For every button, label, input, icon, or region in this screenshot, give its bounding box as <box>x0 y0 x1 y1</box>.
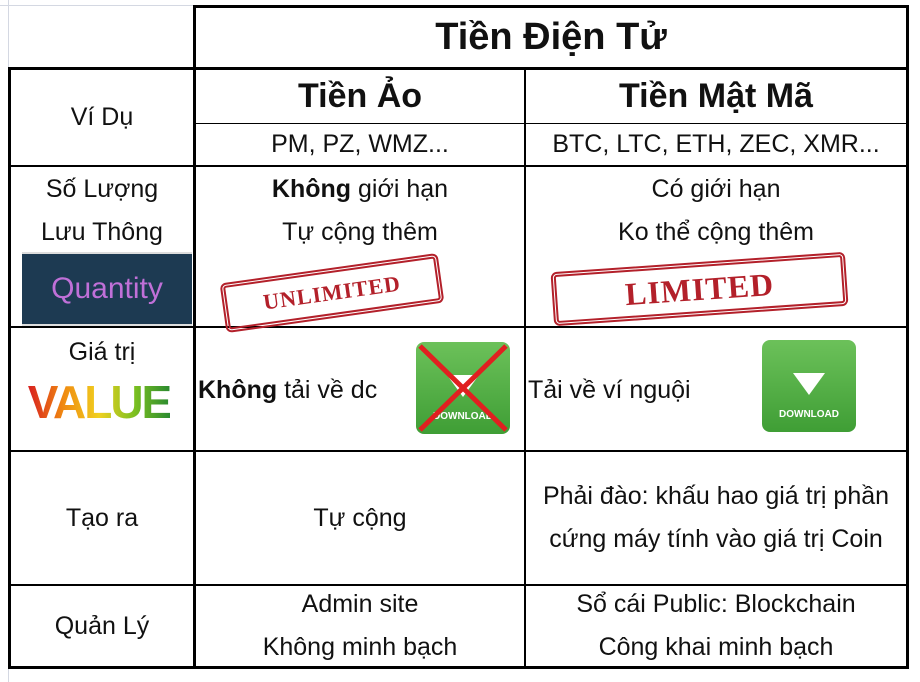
cell-supply-virtual: Không giới hạn Tự cộng thêm <box>196 168 524 256</box>
row-label-creation: Tạo ra <box>65 503 139 532</box>
cross-mark <box>418 344 508 432</box>
cell-example-crypto: BTC, LTC, ETH, ZEC, XMR... <box>552 130 880 158</box>
cell-line: Tự cộng thêm <box>282 218 438 246</box>
cell-line: Ko thể cộng thêm <box>618 218 814 246</box>
border <box>193 123 909 124</box>
cell-supply-crypto: Có giới hạn Ko thể cộng thêm <box>526 168 906 256</box>
cell-line: Sổ cái Public: Blockchain <box>576 590 856 618</box>
row-label-supply: Số Lượng Lưu Thông <box>11 168 193 256</box>
row-label-line: Số Lượng <box>45 175 159 203</box>
row-label-management: Quản Lý <box>54 611 150 640</box>
download-crossed-icon: DOWNLOAD <box>416 342 510 434</box>
value-image: VALUE <box>18 375 180 435</box>
cell-management-virtual: Admin site Không minh bạch <box>196 586 524 666</box>
border <box>8 666 909 669</box>
column-header-crypto: Tiền Mật Mã <box>619 77 813 115</box>
cell-value-virtual: Không tải về dc <box>198 375 378 404</box>
border <box>8 165 909 167</box>
border <box>8 67 909 70</box>
row-label-line: Lưu Thông <box>41 218 163 246</box>
cell-creation-virtual: Tự cộng <box>313 503 407 532</box>
cell-line: Công khai minh bạch <box>598 633 834 661</box>
border <box>524 68 526 668</box>
download-icon: DOWNLOAD <box>762 340 856 432</box>
border <box>8 450 909 452</box>
cell-management-crypto: Sổ cái Public: Blockchain Công khai minh… <box>526 586 906 666</box>
column-header-virtual: Tiền Ảo <box>297 77 423 115</box>
border <box>8 326 909 328</box>
quantity-image: Quantity <box>22 252 192 326</box>
border <box>193 5 196 668</box>
unlimited-stamp-image: UNLIMITED <box>219 252 445 334</box>
sheet-gridline <box>0 5 193 6</box>
cell-line: Không giới hạn <box>271 175 449 203</box>
limited-stamp-image: LIMITED <box>550 251 849 327</box>
cell-line: Có giới hạn <box>651 175 781 203</box>
cell-value-crypto: Tải về ví nguội <box>528 375 691 404</box>
table-title: Tiền Điện Tử <box>435 16 667 58</box>
border <box>193 5 909 8</box>
border <box>8 67 11 668</box>
row-label-example: Ví Dụ <box>70 103 134 131</box>
cell-creation-crypto: Phải đào: khấu hao giá trị phần cứng máy… <box>542 482 890 553</box>
cell-line: Không minh bạch <box>262 633 458 661</box>
cell-line: Admin site <box>301 590 419 618</box>
border <box>8 584 909 586</box>
row-label-value: Giá trị <box>68 338 136 366</box>
cell-example-virtual: PM, PZ, WMZ... <box>271 130 449 158</box>
border <box>906 5 909 668</box>
